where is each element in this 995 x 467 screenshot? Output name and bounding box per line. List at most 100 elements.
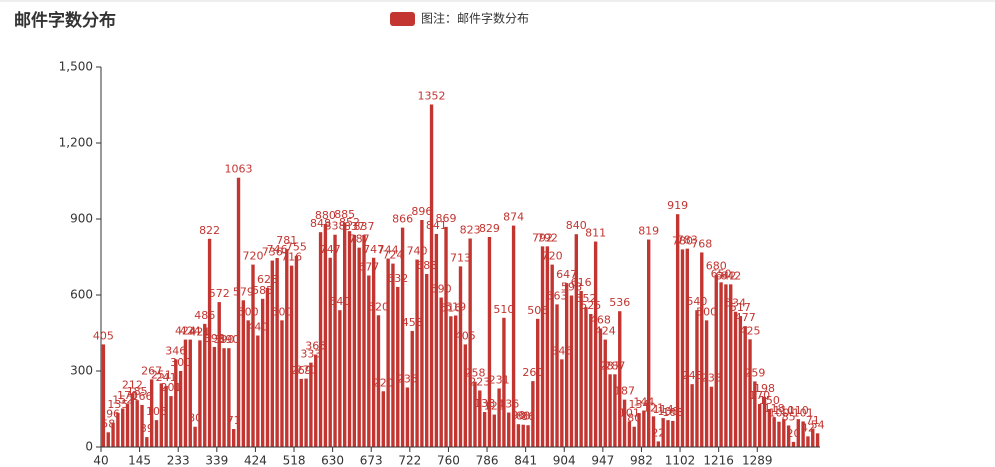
y-tick-label: 1,200 [59,136,93,150]
value-label: 792 [537,231,558,244]
bar [487,236,492,447]
value-label: 747 [320,243,341,256]
value-label: 260 [522,366,543,379]
bar [256,335,260,447]
x-tick-label: 841 [514,454,537,467]
bar [140,404,144,447]
value-label: 534 [725,297,746,310]
bar [801,421,805,447]
value-label: 1063 [225,163,253,176]
value-label: 259 [744,366,765,379]
value-label: 869 [436,212,457,225]
bar [574,234,579,447]
bar [453,315,458,447]
bar [555,304,559,447]
value-label: 781 [276,234,297,247]
bar [260,298,265,447]
bar [733,311,738,447]
value-label: 500 [238,305,259,318]
bar [560,359,564,447]
value-label: 251 [151,368,172,381]
bar [164,385,168,447]
bar [236,177,241,447]
bar [482,412,487,447]
value-label: 746 [267,243,288,256]
bar [323,224,328,447]
bar [671,420,675,447]
bar [550,264,554,447]
value-label: 135 [107,398,128,411]
x-tick-label: 786 [476,454,499,467]
value-label: 365 [305,340,326,353]
bar [806,436,810,447]
bar [680,249,685,447]
bar [627,421,632,447]
value-label: 650 [711,267,732,280]
value-label: 90 [511,409,525,422]
value-label: 572 [209,287,230,300]
bar [367,275,371,447]
bar [396,286,400,447]
bar [285,249,289,447]
value-label: 590 [431,283,452,296]
value-label: 258 [464,367,485,380]
bar [507,412,511,447]
value-label: 85 [782,410,796,423]
bar [309,362,313,447]
bar [656,441,661,447]
value-label: 424 [180,325,201,338]
value-label: 885 [334,208,355,221]
y-tick-label: 300 [70,364,93,378]
bar [492,414,496,447]
bar [145,437,149,447]
value-label: 150 [759,394,780,407]
bar [251,264,255,447]
bar [449,316,453,447]
bar [159,383,164,447]
value-label: 241 [156,371,177,384]
value-label: 819 [638,225,659,238]
value-label: 628 [257,273,278,286]
bar [376,315,381,447]
bar [714,274,718,447]
value-label: 632 [387,272,408,285]
x-tick-label: 1102 [665,454,696,467]
value-label: 740 [407,245,428,258]
value-label: 840 [566,219,587,232]
bar [569,295,574,447]
value-label: 287 [604,359,625,372]
bar [511,225,516,447]
value-label: 114 [653,403,674,416]
bar [521,424,525,447]
bar [608,374,612,447]
bar [468,238,472,447]
value-label: 231 [489,373,510,386]
value-label: 54 [811,418,825,431]
legend-swatch[interactable] [390,12,415,26]
value-label: 110 [788,404,809,417]
bar [753,381,757,447]
bar [564,283,569,447]
bar [347,231,352,447]
value-label: 792 [532,231,553,244]
bar [603,339,607,447]
x-tick-label: 145 [128,454,151,467]
value-label: 747 [363,243,384,256]
value-label: 100 [768,407,789,420]
bar [299,378,303,447]
bar [647,239,651,447]
bar [632,426,636,447]
value-label: 118 [764,402,785,415]
legend-label[interactable]: 图注：邮件字数分布 [421,11,529,26]
bar [270,260,274,447]
value-label: 811 [585,227,606,240]
value-label: 101 [619,406,640,419]
value-label: 300 [170,356,191,369]
bar [516,424,521,447]
value-label: 579 [233,285,254,298]
value-label: 134 [629,398,650,411]
bar [232,429,236,447]
value-label: 1352 [418,89,446,102]
value-label: 680 [706,260,727,273]
bar [280,320,284,447]
